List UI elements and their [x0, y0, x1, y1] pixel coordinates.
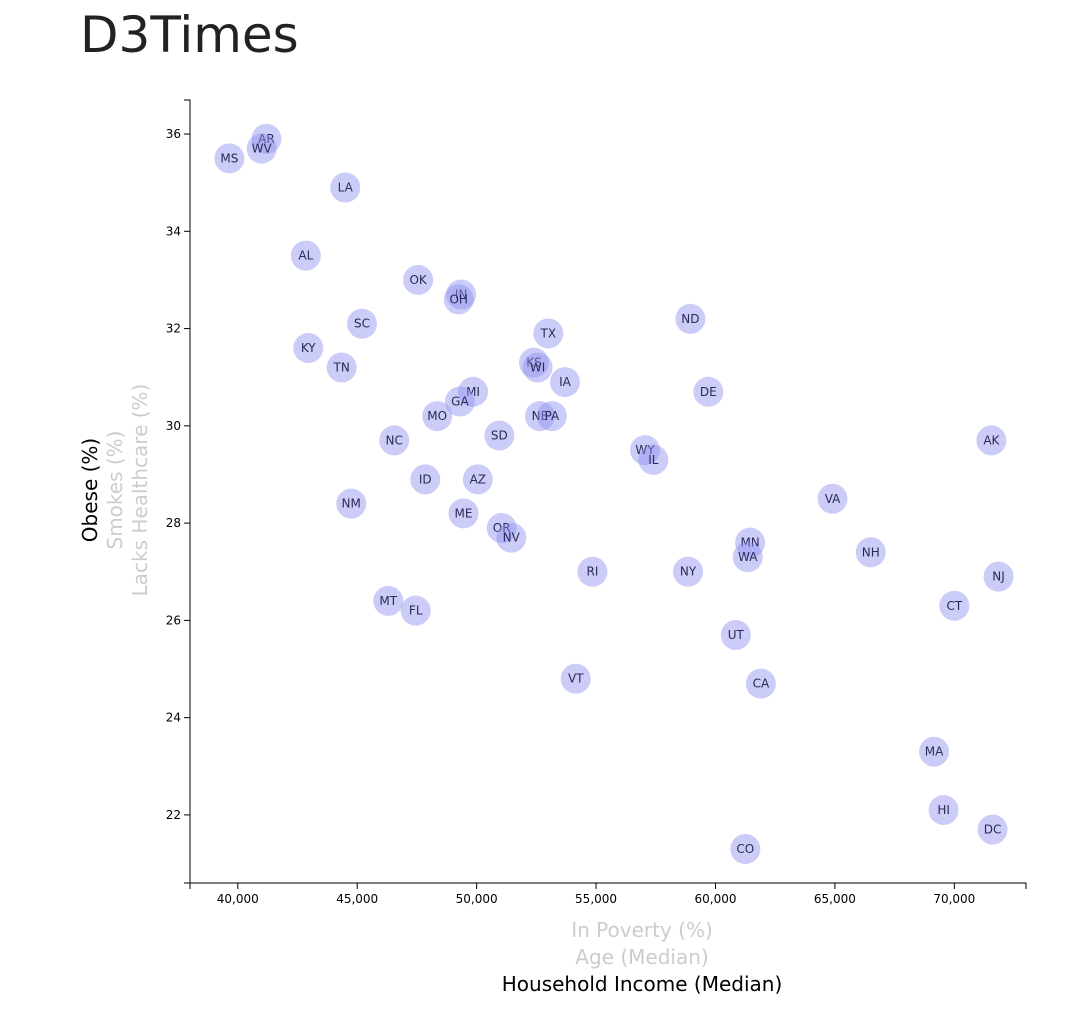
state-marker-wa[interactable] [732, 542, 763, 573]
state-marker-ut[interactable] [720, 619, 751, 650]
state-marker-tn[interactable] [326, 352, 357, 383]
state-marker-ct[interactable] [939, 590, 970, 621]
state-marker-nm[interactable] [336, 488, 367, 519]
x-tick-label: 50,000 [456, 892, 498, 906]
state-marker-ar[interactable] [251, 123, 282, 154]
y-tick-label: 32 [166, 322, 181, 336]
state-marker-nd[interactable] [675, 303, 706, 334]
state-marker-ri[interactable] [577, 556, 608, 587]
x-axis: 40,000 45,000 50,000 55,000 60,000 65,000 70,0… [189, 882, 1027, 906]
state-marker-pa[interactable] [536, 401, 567, 432]
state-marker-nj[interactable] [983, 561, 1014, 592]
state-marker-vt[interactable] [560, 663, 591, 694]
x-tick-label: 55,000 [575, 892, 617, 906]
y-axis-line [184, 99, 191, 884]
state-marker-sd[interactable] [484, 420, 515, 451]
x-tick-label: 45,000 [336, 892, 378, 906]
x-axis-option-2[interactable]: Household Income (Median) [502, 972, 783, 996]
state-marker-wi[interactable] [522, 352, 553, 383]
x-axis-labels: In Poverty (%) Age (Median) Household Inco… [502, 918, 783, 996]
x-tick-label: 40,000 [217, 892, 259, 906]
state-marker-tx[interactable] [533, 318, 564, 349]
y-tick-label: 26 [166, 613, 181, 627]
state-marker-co[interactable] [730, 833, 761, 864]
state-marker-ia[interactable] [550, 367, 581, 398]
state-marker-la[interactable] [330, 172, 361, 203]
state-marker-ak[interactable] [976, 425, 1007, 456]
state-marker-nv[interactable] [496, 522, 527, 553]
state-marker-dc[interactable] [977, 814, 1008, 845]
state-marker-al[interactable] [290, 240, 321, 271]
y-tick-label: 24 [166, 711, 181, 725]
y-axis-option-0[interactable]: Obese (%) [78, 438, 102, 542]
x-tick-label: 65,000 [814, 892, 856, 906]
y-axis: 22 24 26 28 30 32 34 36 [166, 99, 191, 884]
state-marker-nc[interactable] [379, 425, 410, 456]
x-tick-label: 70,000 [933, 892, 975, 906]
x-tick-label: 60,000 [694, 892, 736, 906]
y-tick-label: 30 [166, 419, 181, 433]
x-axis-line [189, 882, 1027, 889]
y-axis-labels: Obese (%) Smokes (%) Lacks Healthcare (%) [78, 384, 152, 597]
y-axis-option-1[interactable]: Smokes (%) [103, 431, 127, 550]
state-marker-or[interactable] [486, 512, 517, 543]
state-marker-wv[interactable] [246, 133, 277, 164]
state-marker-ny[interactable] [673, 556, 704, 587]
state-marker-fl[interactable] [400, 595, 431, 626]
state-marker-ne[interactable] [524, 401, 555, 432]
state-marker-de[interactable] [693, 376, 724, 407]
x-axis-option-1[interactable]: Age (Median) [575, 945, 708, 969]
state-marker-id[interactable] [410, 464, 441, 495]
y-tick-label: 28 [166, 516, 181, 530]
state-marker-mo[interactable] [422, 401, 453, 432]
state-marker-ms[interactable] [214, 143, 245, 174]
state-marker-sc[interactable] [346, 308, 377, 339]
state-marker-ca[interactable] [745, 668, 776, 699]
y-tick-label: 22 [166, 808, 181, 822]
state-marker-ma[interactable] [919, 736, 950, 767]
state-marker-hi[interactable] [928, 795, 959, 826]
y-tick-label: 36 [166, 127, 181, 141]
state-marker-nh[interactable] [855, 537, 886, 568]
state-marker-va[interactable] [817, 483, 848, 514]
state-marker-az[interactable] [462, 464, 493, 495]
y-tick-label: 34 [166, 224, 181, 238]
state-marker-il[interactable] [638, 444, 669, 475]
state-marker-in[interactable] [446, 279, 477, 310]
state-marker-ks[interactable] [518, 347, 549, 378]
x-axis-option-0[interactable]: In Poverty (%) [571, 918, 713, 942]
y-axis-option-2[interactable]: Lacks Healthcare (%) [128, 384, 152, 597]
state-marker-ga[interactable] [444, 386, 475, 417]
state-marker-mn[interactable] [735, 527, 766, 558]
state-marker-oh[interactable] [443, 284, 474, 315]
page-title: D3Times [80, 6, 299, 64]
state-marker-mi[interactable] [458, 376, 489, 407]
state-marker-me[interactable] [448, 498, 479, 529]
state-marker-mt[interactable] [373, 585, 404, 616]
state-marker-wy[interactable] [630, 435, 661, 466]
state-marker-ok[interactable] [403, 264, 434, 295]
state-marker-ky[interactable] [293, 333, 324, 364]
